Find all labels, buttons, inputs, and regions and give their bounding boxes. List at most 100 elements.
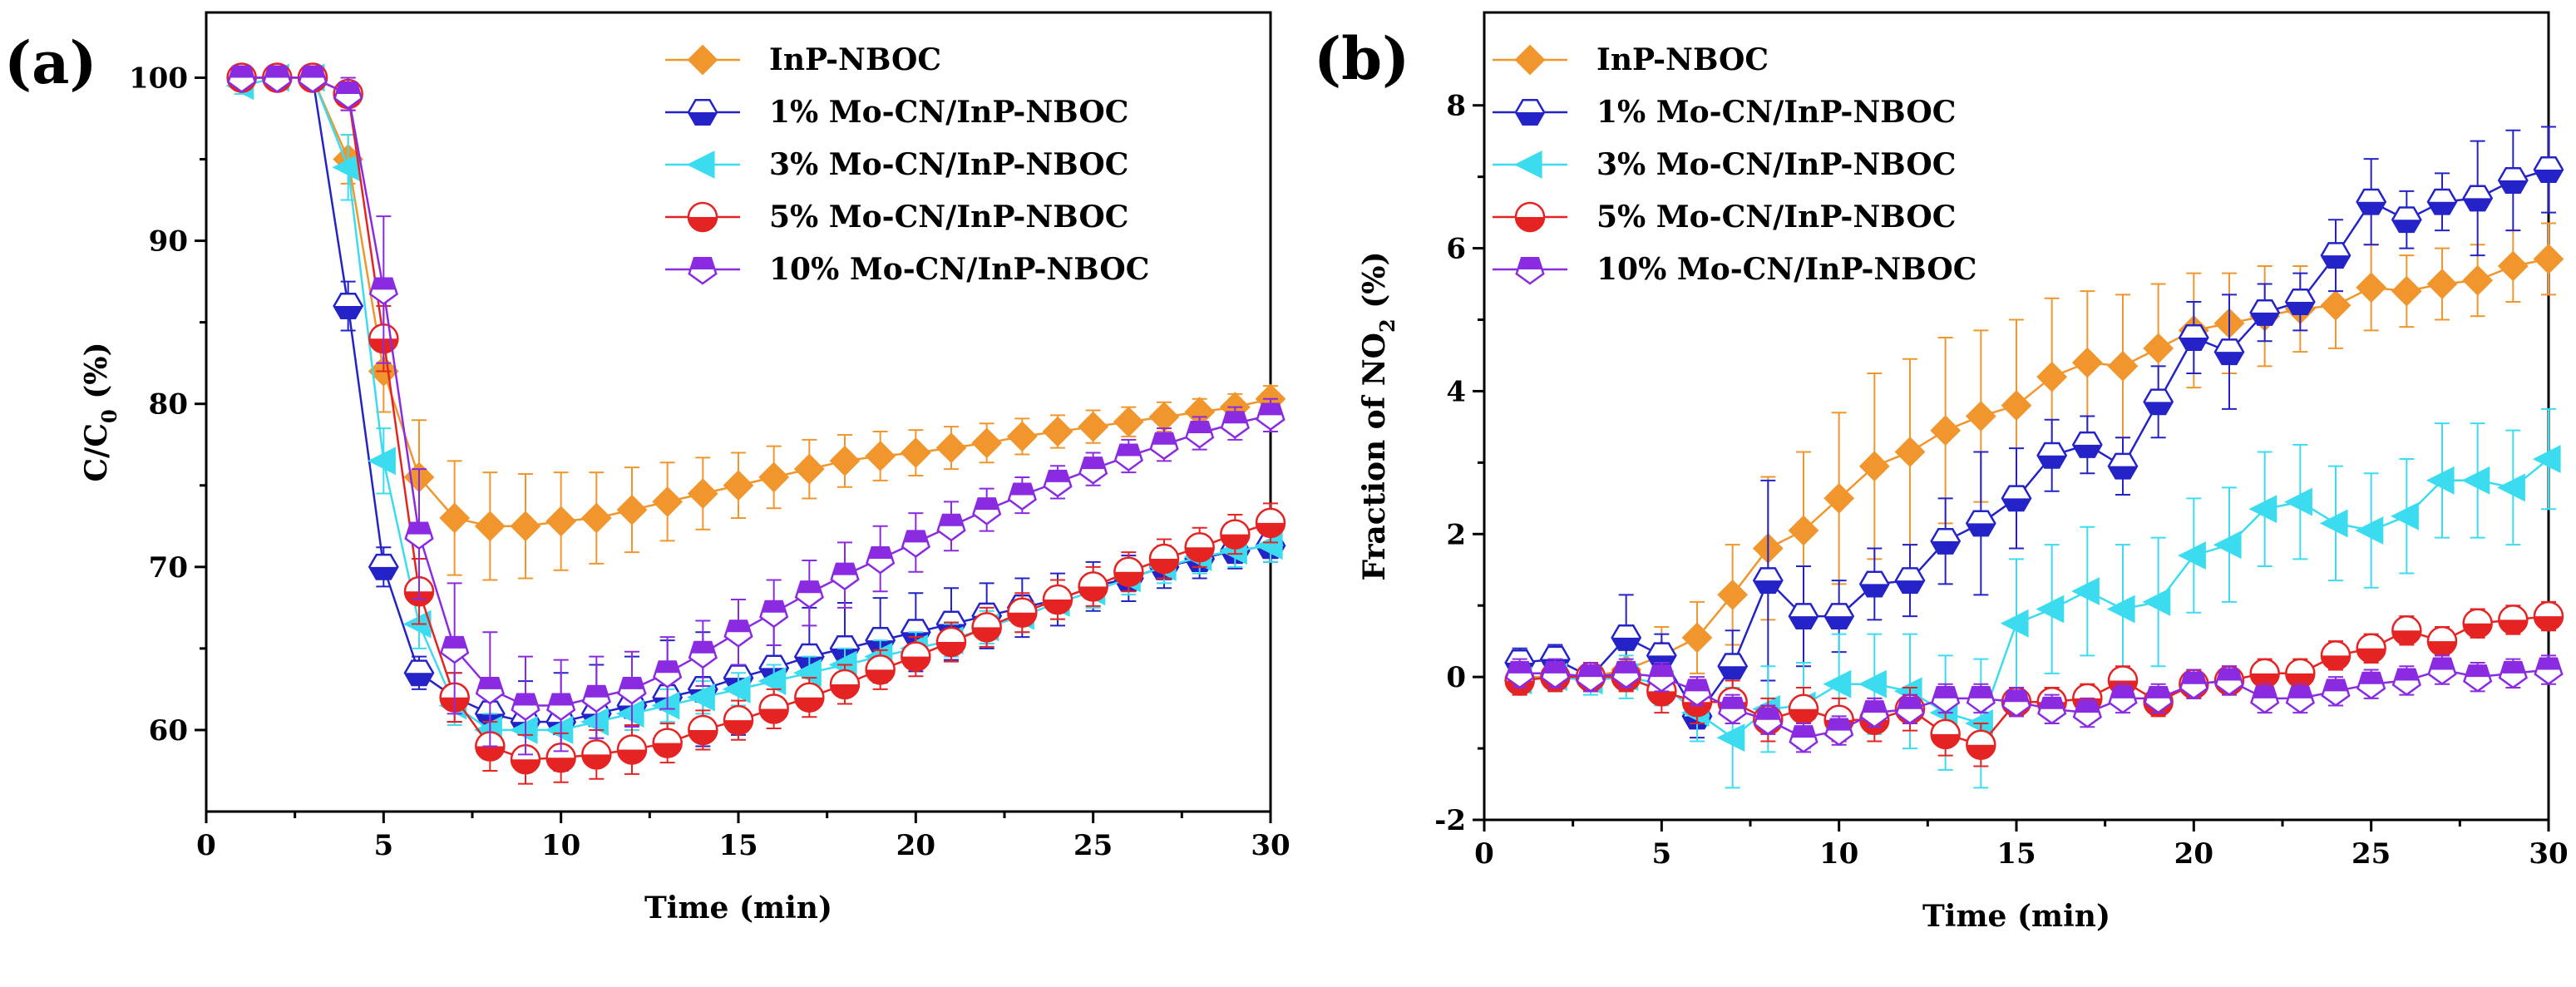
y-tick-label: 6	[1446, 233, 1466, 266]
x-tick-label: 30	[2529, 837, 2568, 871]
series-10pct-mo-cn-inp-nboc	[227, 65, 1286, 756]
data-point	[1042, 416, 1073, 447]
data-point	[1788, 603, 1819, 630]
data-point	[1113, 406, 1144, 437]
legend-item-3pct-mo-cn-inp-nboc: 3% Mo-CN/InP-NBOC	[665, 147, 1128, 182]
data-point	[2355, 516, 2384, 545]
data-point	[793, 659, 822, 688]
data-point	[404, 521, 434, 550]
data-point	[2391, 615, 2422, 646]
data-point	[2248, 495, 2277, 524]
data-point	[545, 715, 574, 744]
x-axis-title: Time (min)	[644, 891, 832, 925]
y-axis-title: C/C0 (%)	[79, 343, 121, 482]
data-point	[901, 641, 931, 672]
data-point	[1078, 456, 1108, 485]
data-point	[1894, 437, 1926, 467]
panel-a: 0 5 10 15 20 25 30 60 70 80 90 100 Time (min) C/C0 (%…	[4, 11, 1290, 925]
data-point	[794, 682, 825, 713]
data-point	[298, 65, 328, 93]
legend-item-10pct-mo-cn-inp-nboc: 10% Mo-CN/InP-NBOC	[1493, 252, 1976, 287]
data-point	[1966, 729, 1996, 761]
data-point	[901, 530, 930, 558]
data-point	[2320, 289, 2351, 321]
data-point	[1006, 421, 1038, 452]
series-inp-nboc	[226, 62, 1286, 581]
data-point	[759, 600, 789, 629]
data-point	[615, 699, 644, 728]
data-point	[581, 684, 611, 713]
legend-item-inp-nboc: InP-NBOC	[665, 42, 941, 77]
data-point	[2532, 445, 2561, 474]
data-point	[723, 619, 753, 648]
data-point	[1646, 664, 1676, 693]
y-tick-label: 2	[1446, 518, 1466, 551]
data-point	[1007, 482, 1037, 511]
data-point	[2426, 269, 2458, 299]
legend-label: 1% Mo-CN/InP-NBOC	[769, 95, 1128, 130]
x-tick-label: 15	[718, 829, 758, 862]
data-point	[1254, 531, 1283, 560]
data-point	[2072, 700, 2102, 728]
data-point	[2144, 685, 2174, 714]
data-point	[1255, 507, 1286, 539]
data-point	[1824, 718, 1854, 747]
legend-label: 5% Mo-CN/InP-NBOC	[1596, 200, 1956, 234]
data-point	[2497, 250, 2529, 282]
legend-marker	[686, 151, 715, 179]
x-tick-label: 20	[896, 829, 935, 862]
data-point	[1007, 597, 1038, 628]
x-axis-title: Time (min)	[1922, 899, 2110, 934]
data-point	[227, 65, 257, 93]
data-point	[935, 432, 967, 464]
data-point	[1717, 579, 1749, 610]
data-point	[1113, 556, 1144, 587]
legend-label: 3% Mo-CN/InP-NBOC	[1596, 147, 1956, 182]
data-point	[440, 635, 470, 664]
legend-marker	[1515, 256, 1545, 285]
data-point	[1611, 624, 1642, 651]
data-point	[1788, 693, 1819, 725]
legend-label: 1% Mo-CN/InP-NBOC	[1596, 95, 1956, 130]
data-point	[688, 714, 718, 746]
series-5pct-mo-cn-inp-nboc	[226, 62, 1286, 785]
data-point	[793, 453, 825, 485]
data-point	[1894, 567, 1926, 595]
data-point	[1043, 469, 1073, 498]
legend-marker	[1514, 201, 1546, 233]
data-point	[2036, 595, 2065, 624]
legend-item-1pct-mo-cn-inp-nboc: 1% Mo-CN/InP-NBOC	[1493, 95, 1956, 130]
data-point	[1717, 653, 1749, 680]
data-point	[830, 562, 860, 591]
data-point	[1895, 696, 1925, 725]
data-point	[2213, 531, 2242, 560]
y-tick-label: 8	[1446, 90, 1466, 123]
series-line	[1519, 258, 2549, 679]
data-point	[2213, 338, 2245, 366]
y-tick-label: 0	[1446, 661, 1466, 694]
data-point	[1788, 515, 1819, 546]
data-point	[2001, 390, 2032, 422]
data-point	[509, 715, 538, 744]
y-tick-label: 100	[129, 62, 188, 95]
x-tick-label: 0	[196, 829, 216, 862]
data-point	[900, 437, 931, 468]
data-point	[2462, 185, 2494, 212]
data-point	[510, 511, 541, 542]
data-point	[2071, 431, 2103, 458]
data-point	[687, 478, 718, 510]
legend-label: InP-NBOC	[769, 42, 941, 77]
legend-marker	[1514, 99, 1546, 126]
legend-label: 10% Mo-CN/InP-NBOC	[769, 252, 1149, 287]
data-point	[2143, 388, 2174, 416]
x-tick-label: 15	[1996, 837, 2036, 871]
data-point	[2143, 333, 2174, 364]
data-point	[2000, 609, 2029, 638]
x-tick-label: 10	[541, 829, 580, 862]
data-point	[510, 743, 541, 775]
data-point	[794, 580, 824, 609]
legend-marker	[1513, 151, 1542, 179]
data-point	[2284, 487, 2312, 516]
data-point	[2462, 264, 2494, 296]
data-point	[2319, 509, 2348, 538]
